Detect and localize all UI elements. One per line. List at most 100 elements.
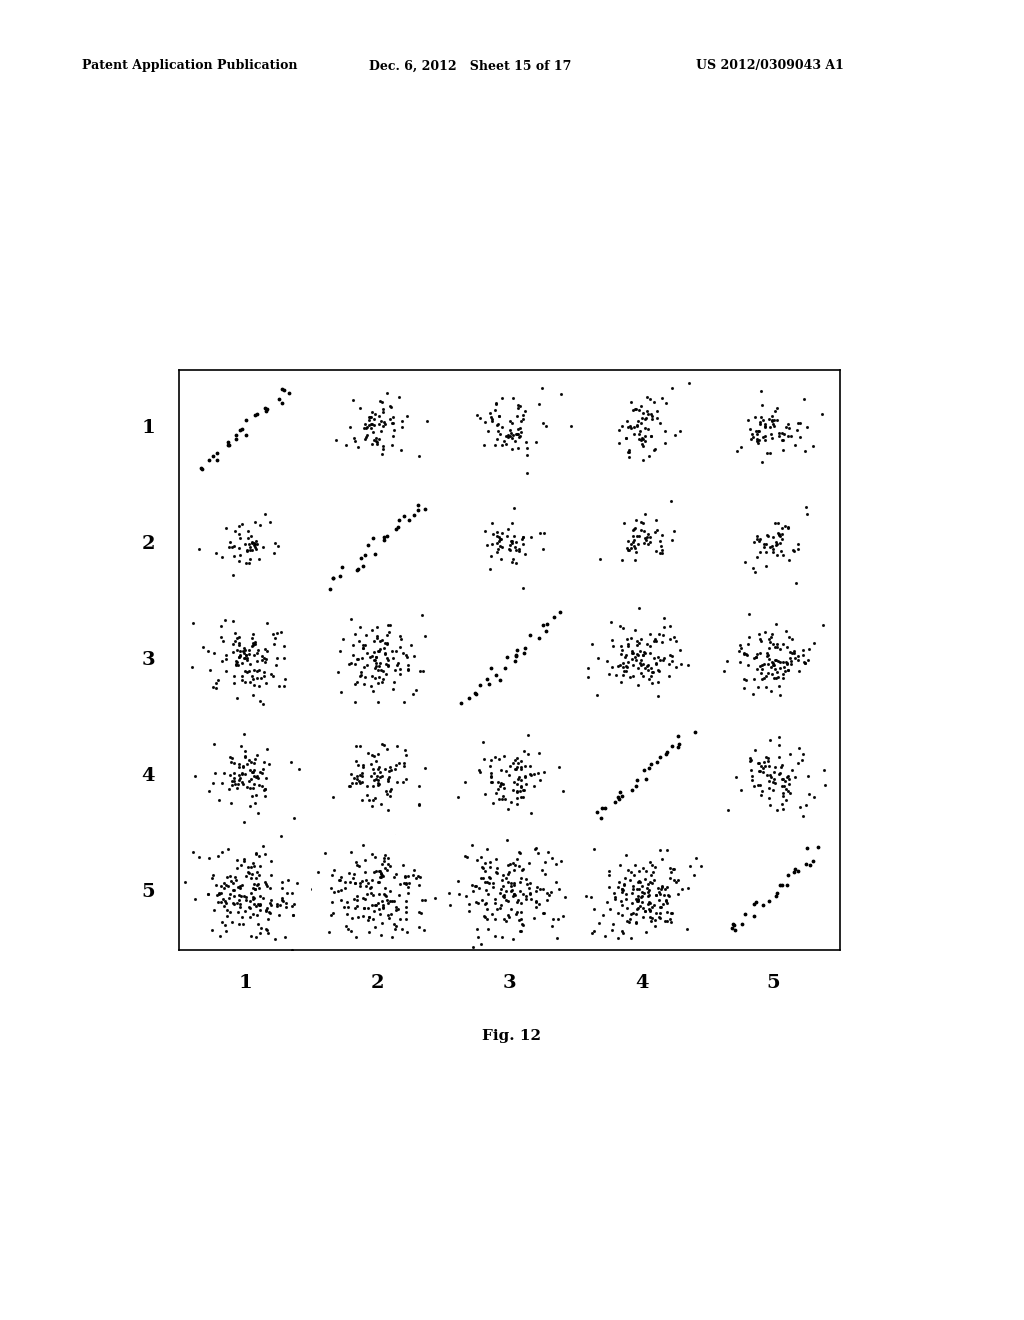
Point xyxy=(496,886,512,907)
Point xyxy=(241,863,257,884)
Point xyxy=(624,627,640,648)
Point xyxy=(553,384,569,405)
Point xyxy=(249,651,265,672)
Point xyxy=(241,661,257,682)
Point xyxy=(507,430,523,451)
Point xyxy=(637,657,653,678)
Point xyxy=(741,750,758,771)
Point xyxy=(586,838,602,859)
Point xyxy=(264,623,281,644)
Point xyxy=(377,759,393,780)
Point xyxy=(368,647,384,668)
Point xyxy=(638,768,654,789)
Point xyxy=(234,756,251,777)
Point xyxy=(248,531,264,552)
Point xyxy=(238,887,254,908)
Point xyxy=(643,873,659,894)
Point xyxy=(556,886,572,907)
Point xyxy=(777,416,794,437)
Point xyxy=(368,544,384,565)
Point xyxy=(764,623,780,644)
Point xyxy=(621,441,637,462)
Point xyxy=(766,409,782,430)
Point xyxy=(642,900,658,921)
Point xyxy=(361,907,378,928)
Point xyxy=(494,927,510,948)
Point xyxy=(506,883,522,904)
Point xyxy=(236,849,252,870)
Point xyxy=(686,722,702,743)
Point xyxy=(755,894,771,915)
Point xyxy=(761,648,777,669)
Point xyxy=(475,858,492,879)
Point xyxy=(736,669,753,690)
Point xyxy=(217,915,233,936)
Point xyxy=(527,880,544,902)
Point xyxy=(753,663,769,684)
Point xyxy=(775,783,792,804)
Point xyxy=(651,623,668,644)
Point xyxy=(370,772,386,793)
Point xyxy=(667,627,683,648)
Point xyxy=(356,429,373,450)
Point xyxy=(379,634,395,655)
Point xyxy=(614,656,631,677)
Point xyxy=(648,902,665,923)
Point xyxy=(517,755,534,776)
Point xyxy=(242,796,258,817)
Point xyxy=(640,874,656,895)
Point xyxy=(506,859,522,880)
Point xyxy=(774,523,791,544)
Point xyxy=(760,644,776,665)
Point xyxy=(245,634,261,655)
Point xyxy=(411,793,427,814)
Point xyxy=(503,792,519,813)
Point xyxy=(350,755,367,776)
Point xyxy=(500,904,516,925)
Point xyxy=(379,525,395,546)
Point xyxy=(209,444,225,465)
Point xyxy=(630,890,646,911)
Point xyxy=(790,861,806,882)
Point xyxy=(618,537,635,558)
Point xyxy=(366,900,382,921)
Point xyxy=(490,405,507,426)
Point xyxy=(548,853,564,874)
Point xyxy=(346,624,362,645)
Point xyxy=(500,863,516,884)
Point xyxy=(273,392,290,413)
Point xyxy=(219,866,236,887)
Point xyxy=(764,428,780,449)
Point xyxy=(366,759,382,780)
Point xyxy=(639,660,655,681)
Point xyxy=(754,669,770,690)
Point xyxy=(686,865,702,886)
Point xyxy=(494,788,510,809)
Point xyxy=(502,411,518,432)
Point xyxy=(606,883,623,904)
Point xyxy=(349,648,366,669)
Point xyxy=(496,777,512,799)
Point xyxy=(530,627,547,648)
Point xyxy=(339,919,355,940)
Point xyxy=(406,859,422,880)
Point xyxy=(755,762,771,783)
Point xyxy=(641,884,657,906)
Point xyxy=(731,640,748,661)
Point xyxy=(472,867,488,888)
Point xyxy=(400,876,417,898)
Point xyxy=(469,892,485,913)
Point xyxy=(236,755,252,776)
Point xyxy=(376,638,392,659)
Point xyxy=(506,772,522,793)
Point xyxy=(625,642,641,663)
Point xyxy=(375,668,391,689)
Point xyxy=(509,395,525,416)
Point xyxy=(646,915,663,936)
Point xyxy=(218,644,234,665)
Point xyxy=(493,774,509,795)
Point xyxy=(373,421,389,442)
Point xyxy=(266,634,283,655)
Point xyxy=(346,768,362,789)
Point xyxy=(758,556,774,577)
